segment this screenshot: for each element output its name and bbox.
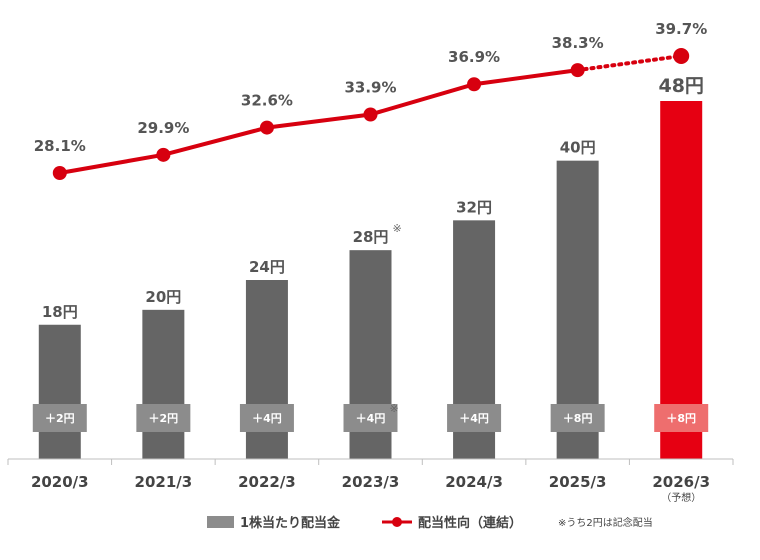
payout-label: 36.9% — [448, 48, 500, 66]
increase-badge — [550, 404, 605, 432]
x-tick-label: 2024/3 — [445, 473, 503, 491]
payout-point — [673, 48, 690, 64]
x-tick-label: 2023/3 — [342, 473, 400, 491]
legend-line-label: 配当性向（連結） — [418, 515, 522, 531]
payout-point — [52, 166, 67, 180]
increase-badge — [654, 404, 709, 432]
increase-badge — [239, 404, 294, 432]
x-tick-label: 2020/3 — [31, 473, 89, 491]
bar-value-label: 18円 — [42, 303, 78, 321]
payout-point — [156, 147, 171, 162]
footnote: ※うち2円は記念配当 — [558, 516, 653, 529]
legend-bar-swatch — [207, 516, 234, 528]
payout-point — [363, 107, 378, 122]
x-tick-note: （予想） — [661, 491, 701, 504]
bars-group: 18円 ＋2円 20円 ＋2円 24円 ＋4円 28円 ＋4円 32円 ＋4円 40円 ＋8円 48円 ＋… — [32, 75, 709, 459]
x-tick-label: 2021/3 — [135, 473, 193, 491]
payout-label: 29.9% — [137, 119, 189, 137]
x-axis: 2020/3 2021/3 2022/3 2023/3 2024/3 2025/3 2026… — [7, 458, 734, 504]
payout-point — [259, 120, 274, 135]
payout-label: 39.7% — [655, 20, 707, 38]
increase-label: ＋8円 — [563, 412, 593, 425]
increase-label: ＋4円 — [252, 412, 282, 425]
bar-value-label: 20円 — [145, 288, 181, 306]
payout-label: 33.9% — [344, 79, 396, 97]
payout-point — [570, 63, 585, 78]
legend: 1株当たり配当金 配当性向（連結） ※うち2円は記念配当 — [207, 515, 653, 531]
increase-badge — [32, 404, 87, 432]
note-mark: ※ — [393, 222, 402, 235]
increase-label: ＋4円 — [459, 412, 489, 425]
increase-badge — [343, 404, 398, 432]
bar-value-label: 32円 — [456, 198, 492, 216]
bar-2026-3 — [660, 101, 703, 459]
bar-2020-3 — [38, 324, 81, 459]
bar-2022-3 — [245, 280, 288, 459]
increase-badge — [447, 404, 502, 432]
increase-label: ＋2円 — [45, 412, 75, 425]
payout-label: 32.6% — [241, 92, 293, 110]
x-tick-label: 2022/3 — [238, 473, 296, 491]
bar-value-label: 48円 — [658, 75, 703, 97]
legend-line-marker — [392, 517, 402, 527]
bar-2021-3 — [142, 309, 185, 459]
increase-label: ＋2円 — [149, 412, 179, 425]
x-tick-label: 2026/3 — [652, 473, 710, 491]
note-mark: ※ — [390, 402, 399, 415]
payout-line-forecast — [575, 54, 684, 73]
increase-label: ＋8円 — [666, 412, 696, 425]
increase-label: ＋4円 — [356, 412, 386, 425]
bar-value-label: 40円 — [560, 139, 596, 157]
x-tick-label: 2025/3 — [549, 473, 607, 491]
increase-badge — [136, 404, 191, 432]
bar-value-label: 24円 — [249, 258, 285, 276]
payout-label: 28.1% — [34, 137, 86, 155]
bar-value-label: 28円 — [353, 228, 389, 246]
legend-bar-label: 1株当たり配当金 — [240, 515, 341, 531]
payout-line-group: 28.1% 29.9% 32.6% 33.9% 36.9% 38.3% 39.7% — [34, 20, 707, 180]
payout-label: 38.3% — [552, 34, 604, 52]
payout-line — [59, 68, 578, 175]
payout-point — [467, 77, 482, 92]
